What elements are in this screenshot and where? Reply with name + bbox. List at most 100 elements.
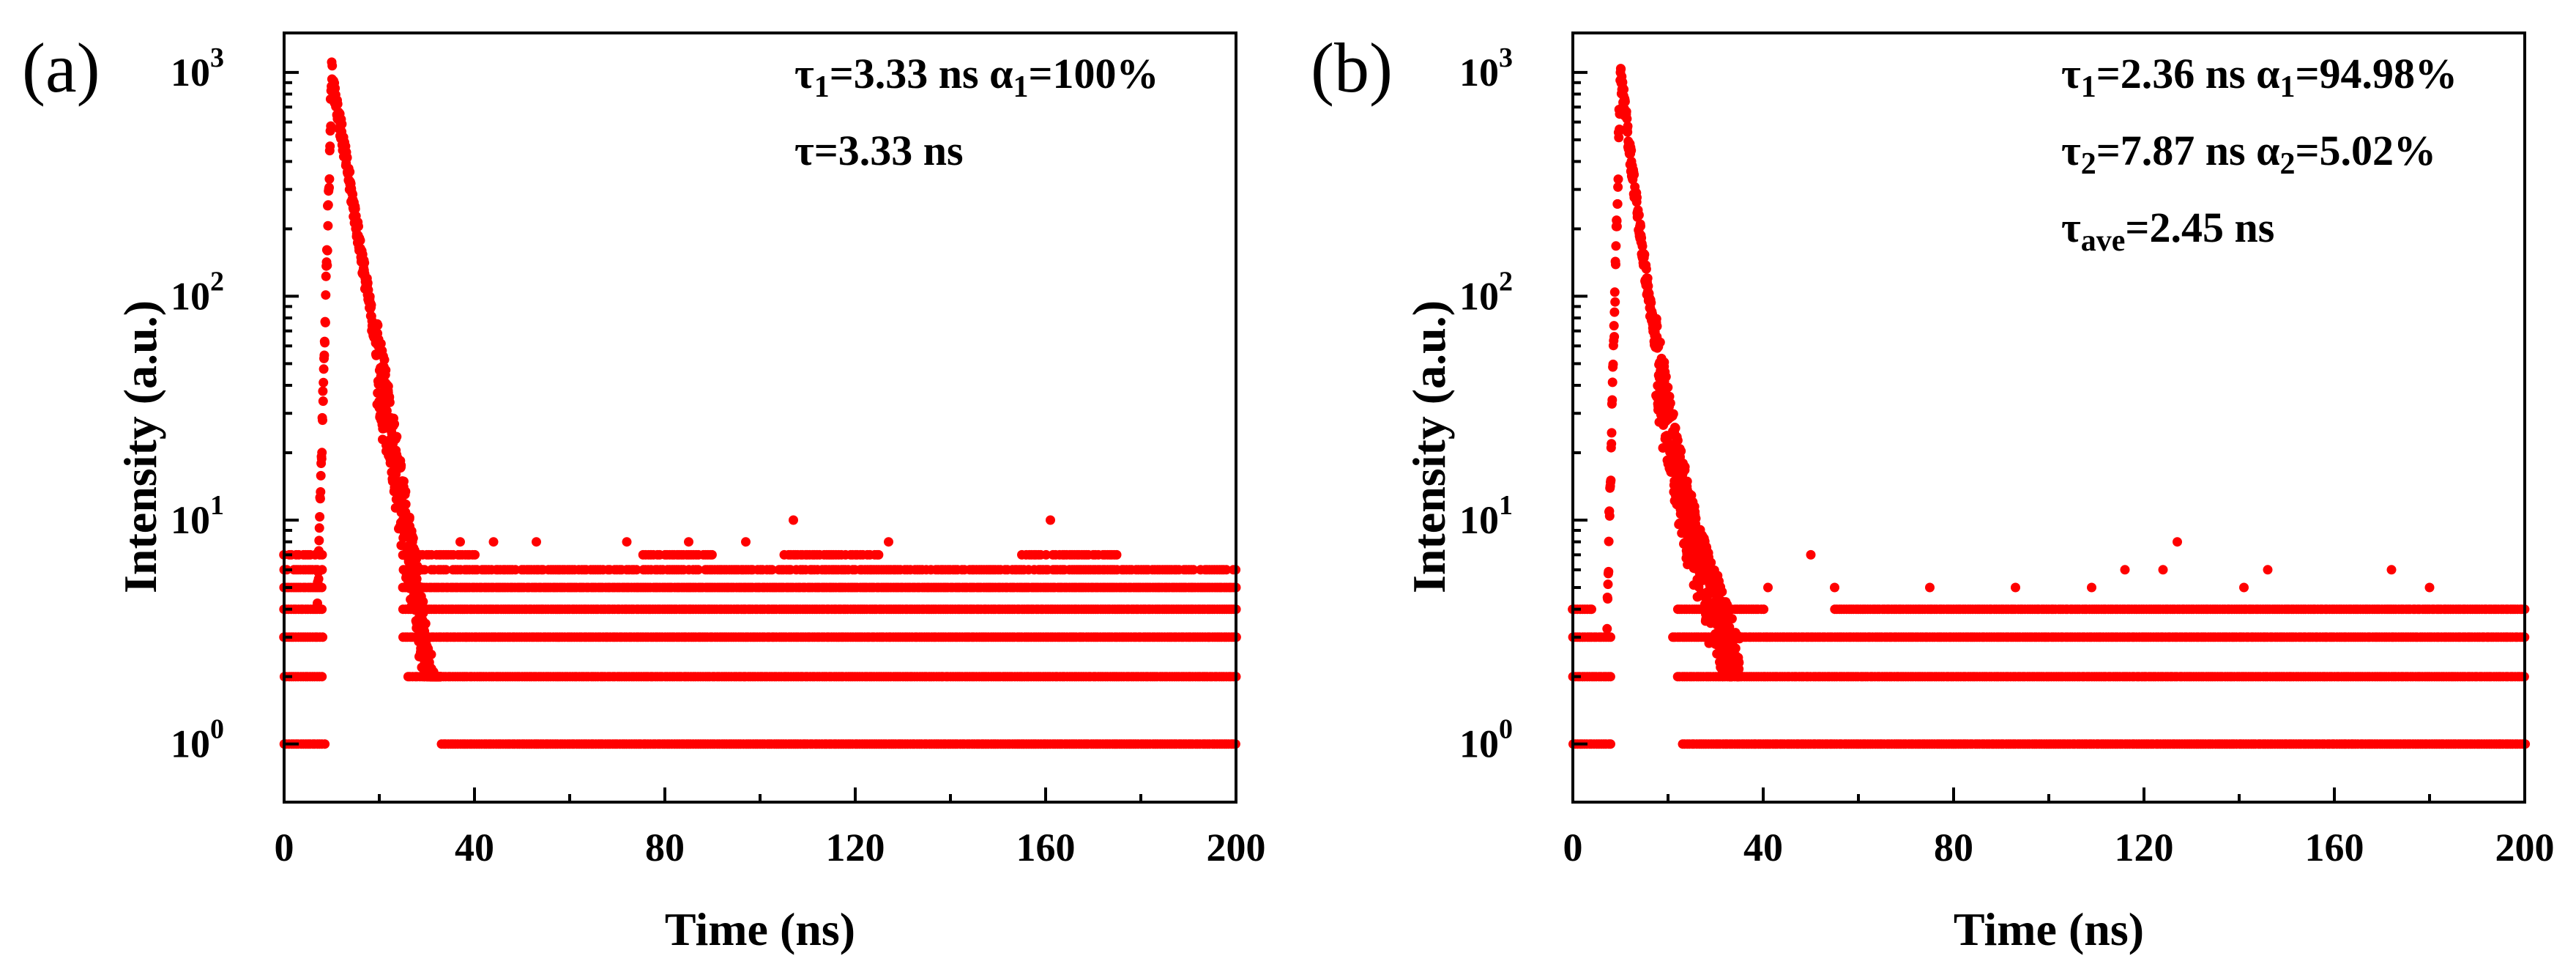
data-point — [1672, 435, 1683, 445]
data-point — [1606, 632, 1615, 642]
data-point — [420, 618, 431, 629]
data-point — [325, 141, 335, 152]
data-point — [1691, 514, 1701, 524]
data-point — [1605, 672, 1615, 682]
data-point — [1604, 511, 1615, 521]
data-point — [337, 119, 347, 129]
data-point — [1112, 549, 1122, 560]
data-point — [1632, 193, 1642, 203]
plot-frame — [283, 31, 1237, 804]
data-point — [1619, 84, 1629, 94]
data-point — [1639, 250, 1650, 259]
data-point — [313, 598, 322, 608]
data-point — [1670, 423, 1680, 433]
data-point — [1603, 579, 1613, 590]
data-series-a — [279, 57, 1241, 749]
x-tick-label: 160 — [1016, 826, 1076, 870]
data-point — [320, 338, 330, 348]
data-point — [1602, 623, 1612, 634]
data-point — [1612, 199, 1623, 209]
data-point — [316, 470, 326, 481]
data-point — [1620, 97, 1630, 107]
data-point — [1609, 321, 1619, 331]
data-point — [324, 174, 335, 184]
data-point — [1717, 587, 1727, 597]
data-point — [1668, 409, 1678, 419]
data-point — [324, 182, 334, 193]
data-point — [1613, 174, 1623, 185]
data-point — [379, 355, 390, 365]
data-point — [1629, 169, 1639, 179]
data-point — [1607, 439, 1617, 449]
data-point — [1046, 515, 1055, 525]
data-point — [1665, 398, 1675, 408]
data-point — [319, 350, 330, 360]
data-point — [1603, 594, 1613, 604]
data-point — [789, 515, 798, 525]
data-point — [1614, 133, 1624, 143]
data-point — [315, 512, 325, 522]
data-point — [1652, 321, 1662, 331]
data-point — [1655, 337, 1665, 347]
data-point — [622, 537, 632, 547]
data-point — [426, 649, 436, 659]
x-axis-title: Time (ns) — [665, 903, 855, 955]
x-tick-label: 200 — [1207, 826, 1266, 870]
data-point — [373, 320, 383, 330]
data-point — [318, 632, 328, 642]
data-point — [327, 61, 338, 71]
data-point — [322, 245, 332, 256]
data-point — [418, 608, 428, 618]
data-point — [1682, 476, 1692, 486]
x-tick-label: 120 — [826, 826, 885, 870]
data-point — [1607, 428, 1617, 438]
data-point — [684, 537, 693, 547]
data-point — [404, 512, 414, 522]
data-point — [313, 546, 324, 556]
data-point — [409, 545, 420, 555]
data-point — [321, 290, 331, 300]
data-point — [323, 220, 333, 231]
data-point — [1608, 359, 1618, 369]
y-tick-label: 100 — [171, 714, 224, 766]
data-point — [741, 537, 751, 547]
data-point — [455, 537, 465, 547]
data-point — [1606, 739, 1615, 749]
data-point — [1641, 264, 1651, 274]
panel-label-b: (b) — [1311, 29, 1393, 107]
y-tick-label: 101 — [171, 490, 224, 542]
data-point — [360, 258, 370, 268]
data-point — [392, 431, 402, 442]
data-point — [342, 152, 352, 163]
data-point — [381, 365, 391, 375]
data-point — [354, 221, 363, 231]
data-point — [321, 271, 331, 281]
data-point — [323, 200, 333, 210]
data-point — [1611, 241, 1621, 251]
annotation-line: τ=3.33 ns — [794, 127, 964, 174]
data-point — [383, 381, 393, 391]
data-point — [1623, 121, 1633, 131]
data-point — [318, 386, 328, 396]
data-point — [320, 739, 330, 749]
panel-label-a: (a) — [22, 29, 100, 107]
data-point — [408, 533, 418, 544]
data-point — [884, 537, 893, 547]
data-point — [384, 397, 395, 407]
data-point — [1604, 536, 1614, 546]
data-point — [317, 448, 327, 458]
y-tick-label: 102 — [171, 266, 224, 318]
data-point — [390, 419, 400, 429]
data-point — [1587, 604, 1596, 615]
data-point — [332, 99, 343, 109]
data-point — [1607, 395, 1618, 405]
data-point — [322, 260, 332, 270]
data-point — [1659, 357, 1669, 367]
data-point — [1610, 297, 1620, 307]
data-point — [366, 300, 376, 310]
data-point — [532, 537, 541, 547]
data-point — [313, 574, 324, 584]
data-point — [1607, 377, 1618, 388]
